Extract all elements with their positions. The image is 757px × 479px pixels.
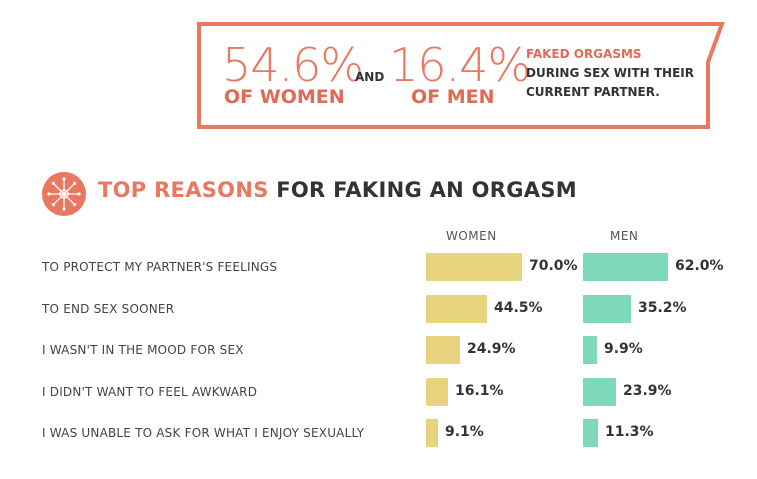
callout-note-line1: FAKED ORGASMS bbox=[526, 47, 642, 61]
bar-value-label: 9.9% bbox=[604, 341, 643, 357]
chart-title-rest: FOR FAKING AN ORGASM bbox=[268, 178, 577, 202]
category-label: I WASN'T IN THE MOOD FOR SEX bbox=[42, 343, 244, 357]
bar-men bbox=[583, 253, 668, 281]
bar-men bbox=[583, 377, 616, 406]
column-header-men: MEN bbox=[610, 229, 639, 243]
callout-note-line2: DURING SEX WITH THEIR bbox=[526, 66, 694, 80]
bar-men bbox=[583, 419, 598, 447]
bar-women bbox=[426, 294, 487, 323]
bar-women bbox=[426, 377, 448, 406]
bar-value-label: 23.9% bbox=[623, 382, 672, 399]
bar-value-label: 9.1% bbox=[445, 424, 484, 440]
chart-title-highlight: TOP REASONS bbox=[98, 178, 269, 202]
women-label: OF WOMEN bbox=[224, 86, 345, 108]
bar-women bbox=[426, 253, 522, 281]
starburst-icon bbox=[42, 172, 86, 216]
men-label: OF MEN bbox=[411, 86, 495, 108]
and-label: AND bbox=[355, 70, 385, 84]
bar-value-label: 70.0% bbox=[529, 258, 578, 274]
women-percent: 54.6% bbox=[222, 38, 364, 92]
bar-men bbox=[583, 336, 597, 364]
callout-frame bbox=[197, 22, 725, 129]
category-label: I WAS UNABLE TO ASK FOR WHAT I ENJOY SEX… bbox=[42, 426, 365, 440]
bar-value-label: 44.5% bbox=[494, 299, 543, 316]
category-label: TO END SEX SOONER bbox=[42, 301, 175, 316]
men-percent: 16.4% bbox=[389, 38, 531, 92]
callout-note-line3: CURRENT PARTNER. bbox=[526, 85, 660, 99]
chart-title: TOP REASONS FOR FAKING AN ORGASM bbox=[98, 178, 577, 202]
bar-women bbox=[426, 336, 460, 364]
bar-value-label: 35.2% bbox=[638, 299, 687, 316]
bar-value-label: 16.1% bbox=[455, 382, 504, 399]
bar-value-label: 24.9% bbox=[467, 341, 516, 357]
category-label: TO PROTECT MY PARTNER'S FEELINGS bbox=[42, 260, 278, 274]
bar-value-label: 11.3% bbox=[605, 424, 654, 440]
column-header-women: WOMEN bbox=[446, 229, 497, 243]
bar-value-label: 62.0% bbox=[675, 258, 724, 274]
callout-note: FAKED ORGASMS DURING SEX WITH THEIR CURR… bbox=[526, 45, 694, 102]
bar-men bbox=[583, 294, 631, 323]
stats-callout: 54.6% OF WOMEN AND 16.4% OF MEN FAKED OR… bbox=[0, 0, 757, 140]
category-label: I DIDN'T WANT TO FEEL AWKWARD bbox=[42, 384, 258, 399]
bar-women bbox=[426, 419, 438, 447]
